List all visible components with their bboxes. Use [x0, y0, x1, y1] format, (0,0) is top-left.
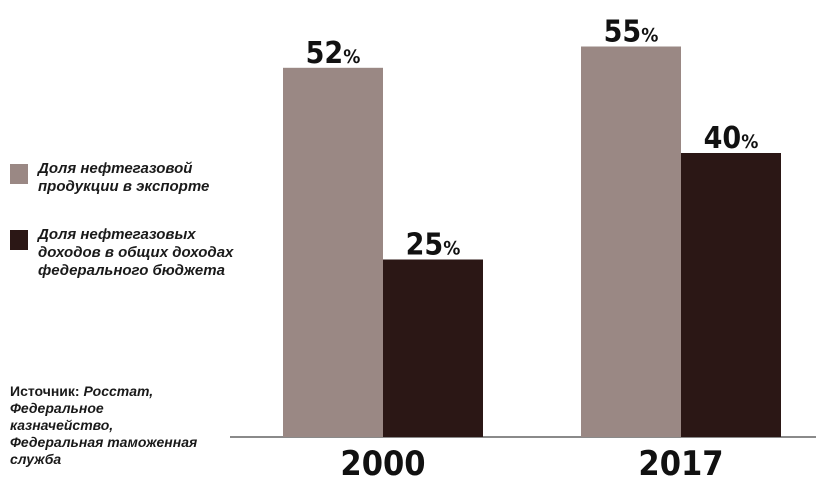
x-tick-label-2017: 2017	[638, 444, 723, 479]
data-label-2000-series-2: 25%	[406, 228, 461, 263]
data-label-2000-series-1: 52%	[306, 36, 361, 71]
bar-2017-series-2	[681, 153, 781, 437]
legend-label-budget-share: Доля нефтегазовых доходов в общих дохода…	[38, 226, 234, 279]
legend-label-export-share: Доля нефтегазовой продукции в экспорте	[38, 160, 210, 195]
source-note: Источник: Росстат, Федеральное казначейс…	[10, 383, 200, 468]
bar-2017-series-1	[581, 46, 681, 437]
legend-item-budget-share: Доля нефтегазовых доходов в общих дохода…	[10, 226, 260, 280]
data-label-2017-series-1: 55%	[604, 15, 659, 50]
legend-item-export-share: Доля нефтегазовой продукции в экспорте	[10, 160, 260, 196]
source-label: Источник:	[10, 383, 80, 399]
data-label-2017-series-2: 40%	[704, 121, 759, 156]
bar-2000-series-2	[383, 259, 483, 437]
bar-2000-series-1	[283, 67, 383, 438]
x-tick-label-2000: 2000	[340, 444, 425, 479]
legend-swatch-export-share	[10, 164, 28, 184]
legend-swatch-budget-share	[10, 230, 28, 250]
chart-legend: Доля нефтегазовой продукции в экспорте Д…	[10, 160, 260, 310]
source-text: Росстат, Федеральное казначейство, Федер…	[10, 383, 198, 467]
